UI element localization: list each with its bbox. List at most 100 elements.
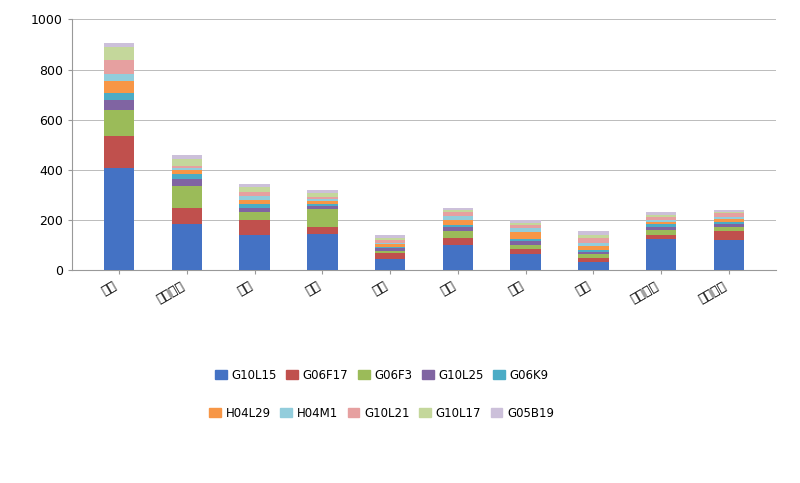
- Bar: [646, 220, 676, 222]
- Bar: [104, 43, 134, 47]
- Bar: [442, 210, 473, 213]
- Bar: [646, 227, 676, 230]
- Bar: [104, 59, 134, 74]
- Bar: [239, 204, 270, 208]
- Bar: [442, 225, 473, 227]
- Bar: [375, 251, 406, 253]
- Bar: [375, 243, 406, 247]
- Bar: [239, 220, 270, 235]
- Bar: [714, 219, 744, 222]
- Bar: [307, 190, 338, 193]
- Bar: [442, 231, 473, 238]
- Bar: [714, 224, 744, 227]
- Bar: [646, 239, 676, 270]
- Bar: [172, 159, 202, 166]
- Bar: [578, 262, 609, 270]
- Bar: [375, 241, 406, 242]
- Bar: [714, 217, 744, 219]
- Bar: [104, 47, 134, 59]
- Bar: [442, 213, 473, 216]
- Bar: [442, 245, 473, 270]
- Bar: [239, 197, 270, 200]
- Bar: [375, 247, 406, 248]
- Bar: [307, 206, 338, 210]
- Bar: [172, 174, 202, 179]
- Bar: [578, 246, 609, 250]
- Bar: [307, 201, 338, 204]
- Bar: [578, 235, 609, 238]
- Legend: H04L29, H04M1, G10L21, G10L17, G05B19: H04L29, H04M1, G10L21, G10L17, G05B19: [205, 402, 559, 425]
- Bar: [646, 212, 676, 215]
- Bar: [307, 210, 338, 227]
- Bar: [442, 227, 473, 231]
- Bar: [646, 230, 676, 235]
- Bar: [442, 238, 473, 245]
- Bar: [104, 136, 134, 168]
- Bar: [442, 221, 473, 225]
- Bar: [307, 227, 338, 234]
- Bar: [510, 244, 541, 249]
- Bar: [172, 168, 202, 170]
- Bar: [714, 231, 744, 241]
- Bar: [239, 208, 270, 212]
- Bar: [239, 187, 270, 192]
- Bar: [578, 252, 609, 255]
- Bar: [510, 225, 541, 228]
- Bar: [714, 212, 744, 213]
- Bar: [714, 210, 744, 212]
- Bar: [239, 184, 270, 187]
- Bar: [104, 168, 134, 270]
- Bar: [307, 197, 338, 199]
- Bar: [375, 235, 406, 238]
- Bar: [714, 213, 744, 217]
- Bar: [714, 241, 744, 270]
- Bar: [510, 254, 541, 270]
- Bar: [172, 179, 202, 186]
- Bar: [578, 250, 609, 252]
- Bar: [442, 208, 473, 210]
- Bar: [307, 204, 338, 206]
- Bar: [646, 235, 676, 239]
- Bar: [239, 200, 270, 204]
- Bar: [375, 238, 406, 241]
- Bar: [646, 222, 676, 224]
- Bar: [442, 216, 473, 221]
- Bar: [307, 193, 338, 197]
- Bar: [239, 212, 270, 220]
- Bar: [375, 253, 406, 259]
- Bar: [307, 234, 338, 270]
- Bar: [375, 248, 406, 251]
- Bar: [646, 224, 676, 227]
- Bar: [510, 241, 541, 244]
- Bar: [172, 170, 202, 174]
- Bar: [172, 155, 202, 159]
- Bar: [510, 228, 541, 232]
- Bar: [510, 232, 541, 239]
- Bar: [714, 227, 744, 231]
- Bar: [510, 223, 541, 225]
- Bar: [172, 186, 202, 208]
- Bar: [714, 222, 744, 224]
- Bar: [239, 192, 270, 197]
- Bar: [578, 238, 609, 243]
- Bar: [578, 243, 609, 246]
- Bar: [646, 215, 676, 217]
- Bar: [510, 249, 541, 254]
- Bar: [104, 93, 134, 100]
- Bar: [104, 100, 134, 110]
- Bar: [172, 166, 202, 168]
- Bar: [510, 239, 541, 241]
- Bar: [510, 220, 541, 223]
- Bar: [104, 81, 134, 93]
- Bar: [307, 199, 338, 201]
- Bar: [239, 235, 270, 270]
- Bar: [375, 259, 406, 270]
- Bar: [578, 231, 609, 235]
- Bar: [578, 255, 609, 258]
- Bar: [104, 74, 134, 81]
- Bar: [172, 208, 202, 224]
- Bar: [104, 110, 134, 136]
- Bar: [646, 217, 676, 220]
- Bar: [578, 258, 609, 262]
- Bar: [375, 242, 406, 243]
